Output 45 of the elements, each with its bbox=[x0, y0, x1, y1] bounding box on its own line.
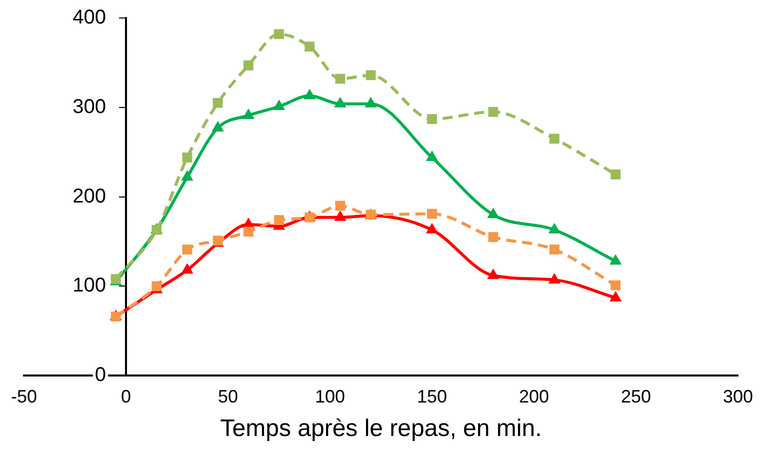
x-tick-label: 300 bbox=[722, 386, 754, 406]
point bbox=[335, 200, 346, 211]
point bbox=[427, 114, 437, 124]
point bbox=[335, 74, 346, 84]
x-tick-label: -50 bbox=[11, 386, 38, 406]
point bbox=[548, 272, 560, 284]
point bbox=[426, 222, 438, 234]
x-tick-label: 150 bbox=[416, 386, 448, 406]
point bbox=[334, 210, 346, 221]
point bbox=[549, 134, 560, 144]
point bbox=[488, 106, 498, 117]
point bbox=[181, 263, 194, 274]
point bbox=[304, 42, 315, 52]
x-tick-label: 50 bbox=[218, 386, 238, 406]
point bbox=[610, 170, 621, 180]
point bbox=[243, 60, 254, 70]
point bbox=[488, 232, 498, 242]
point bbox=[426, 150, 438, 161]
y-tick-label: 200 bbox=[72, 185, 106, 208]
x-tick-label: 0 bbox=[121, 386, 132, 406]
x-tick-label: 100 bbox=[314, 386, 346, 406]
point bbox=[366, 70, 376, 80]
x-axis-title: Temps après le repas, en min. bbox=[220, 415, 542, 442]
y-tick-label: 0 bbox=[94, 364, 106, 386]
point bbox=[182, 244, 192, 254]
x-tick-label: 250 bbox=[620, 386, 652, 406]
point bbox=[549, 244, 560, 254]
point bbox=[610, 254, 622, 265]
point bbox=[272, 100, 286, 110]
point bbox=[427, 208, 437, 219]
point bbox=[274, 29, 284, 40]
point bbox=[487, 208, 500, 218]
y-tick-label: 400 bbox=[72, 6, 106, 29]
y-tick-label: 300 bbox=[72, 96, 106, 118]
point bbox=[610, 290, 622, 302]
point bbox=[243, 226, 254, 237]
point bbox=[487, 268, 500, 279]
point bbox=[182, 152, 192, 162]
y-tick-label: 100 bbox=[72, 274, 106, 297]
point bbox=[548, 222, 560, 234]
point bbox=[610, 280, 621, 290]
point bbox=[181, 170, 194, 181]
point bbox=[274, 215, 284, 225]
point bbox=[212, 98, 223, 108]
x-tick-label: 200 bbox=[518, 386, 550, 406]
